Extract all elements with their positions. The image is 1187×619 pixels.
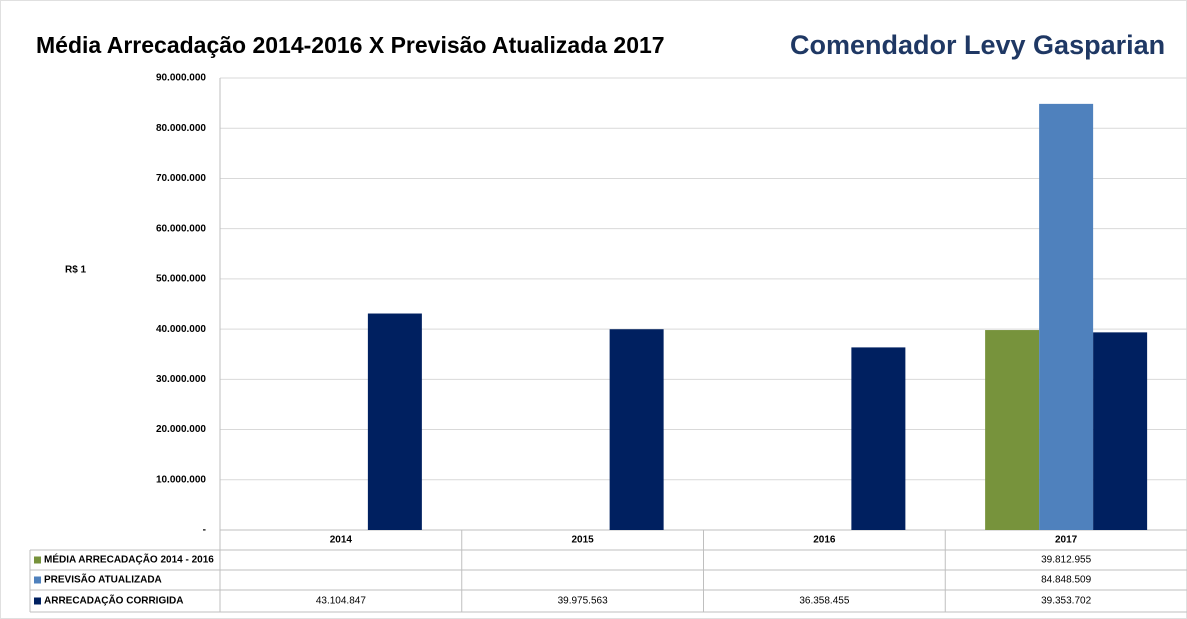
y-tick-label: 70.000.000: [156, 173, 206, 184]
y-tick-label: 40.000.000: [156, 324, 206, 335]
value-label: 39.975.563: [558, 596, 608, 607]
bar: [851, 347, 906, 530]
chart-subtitle: Comendador Levy Gasparian: [790, 30, 1165, 60]
bar: [1093, 332, 1148, 530]
y-tick-label: -: [203, 525, 206, 536]
y-tick-label: 30.000.000: [156, 374, 206, 385]
value-label: 39.812.955: [1041, 555, 1091, 566]
x-tick-label: 2017: [1055, 535, 1078, 546]
y-tick-label: 90.000.000: [156, 73, 206, 84]
legend-label: ARRECADAÇÃO CORRIGIDA: [44, 594, 183, 607]
y-tick-label: 20.000.000: [156, 424, 206, 435]
value-label: 36.358.455: [799, 596, 849, 607]
chart-title: Média Arrecadação 2014-2016 X Previsão A…: [36, 32, 665, 58]
value-label: 43.104.847: [316, 596, 366, 607]
value-label: 84.848.509: [1041, 575, 1091, 586]
legend-label: MÉDIA ARRECADAÇÃO 2014 - 2016: [44, 553, 214, 566]
bar: [609, 329, 664, 530]
y-tick-label: 50.000.000: [156, 274, 206, 285]
bar: [985, 330, 1040, 530]
value-label: 39.353.702: [1041, 596, 1091, 607]
bar: [1039, 103, 1094, 530]
x-tick-label: 2014: [330, 535, 353, 546]
legend-label: PREVISÃO ATUALIZADA: [44, 573, 162, 586]
y-tick-label: 10.000.000: [156, 474, 206, 485]
x-tick-label: 2015: [572, 535, 595, 546]
legend-swatch: [34, 556, 41, 564]
bar: [367, 313, 422, 530]
y-tick-label: 60.000.000: [156, 223, 206, 234]
y-tick-label: 80.000.000: [156, 123, 206, 134]
legend-swatch: [34, 576, 41, 584]
y-axis-label: R$ 1: [65, 265, 87, 276]
x-tick-label: 2016: [813, 535, 836, 546]
legend-swatch: [34, 597, 41, 605]
